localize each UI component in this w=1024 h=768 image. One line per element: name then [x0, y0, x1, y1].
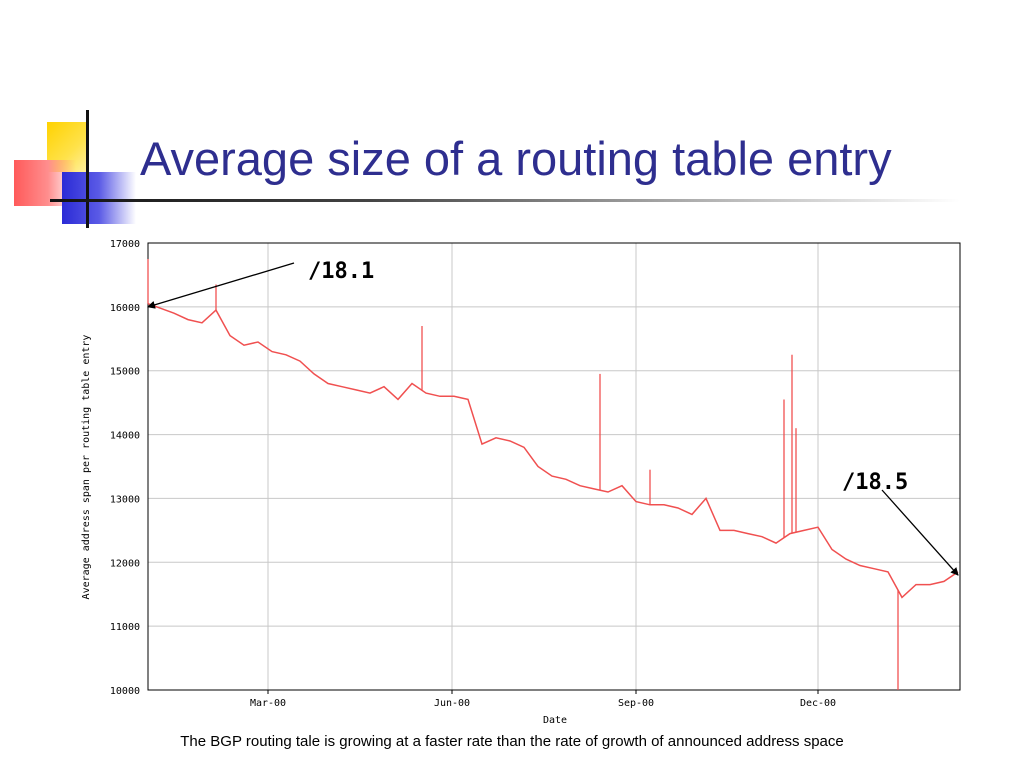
x-axis-title: Date — [543, 715, 567, 726]
decor-blue-square — [62, 172, 136, 224]
slide-caption: The BGP routing tale is growing at a fas… — [180, 733, 844, 750]
y-axis-title: Average address span per routing table e… — [81, 335, 92, 600]
y-tick-label: 10000 — [110, 686, 140, 697]
x-tick-label: Dec-00 — [800, 698, 836, 709]
annotation-arrow — [881, 489, 959, 576]
x-tick-label: Jun-00 — [434, 698, 470, 709]
x-tick-label: Mar-00 — [250, 698, 286, 709]
annotations: /18.1/18.5 — [147, 259, 959, 576]
annotation-label: /18.5 — [842, 470, 908, 495]
x-tick-label: Sep-00 — [618, 698, 654, 709]
data-spikes — [147, 258, 899, 690]
decor-vertical-line — [86, 110, 89, 228]
y-tick-label: 12000 — [110, 558, 140, 569]
annotation-label: /18.1 — [308, 259, 374, 284]
y-tick-label: 11000 — [110, 622, 140, 633]
y-tick-label: 16000 — [110, 303, 140, 314]
y-tick-label: 15000 — [110, 367, 140, 378]
decor-horizontal-line — [50, 199, 960, 202]
slide-title: Average size of a routing table entry — [140, 132, 892, 185]
x-tick-labels: Mar-00 Jun-00 Sep-00 Dec-00 — [250, 690, 836, 709]
line-chart: 10000 11000 12000 13000 14000 15000 16000 17000… — [81, 239, 961, 726]
chart-grid — [148, 242, 960, 691]
annotation-arrow — [147, 262, 295, 309]
plot-frame — [147, 242, 961, 691]
y-tick-label: 14000 — [110, 431, 140, 442]
y-tick-labels: 10000 11000 12000 13000 14000 15000 16000 17000 — [110, 239, 140, 697]
series-line — [147, 302, 959, 599]
y-tick-label: 17000 — [110, 239, 140, 250]
y-tick-label: 13000 — [110, 494, 140, 505]
